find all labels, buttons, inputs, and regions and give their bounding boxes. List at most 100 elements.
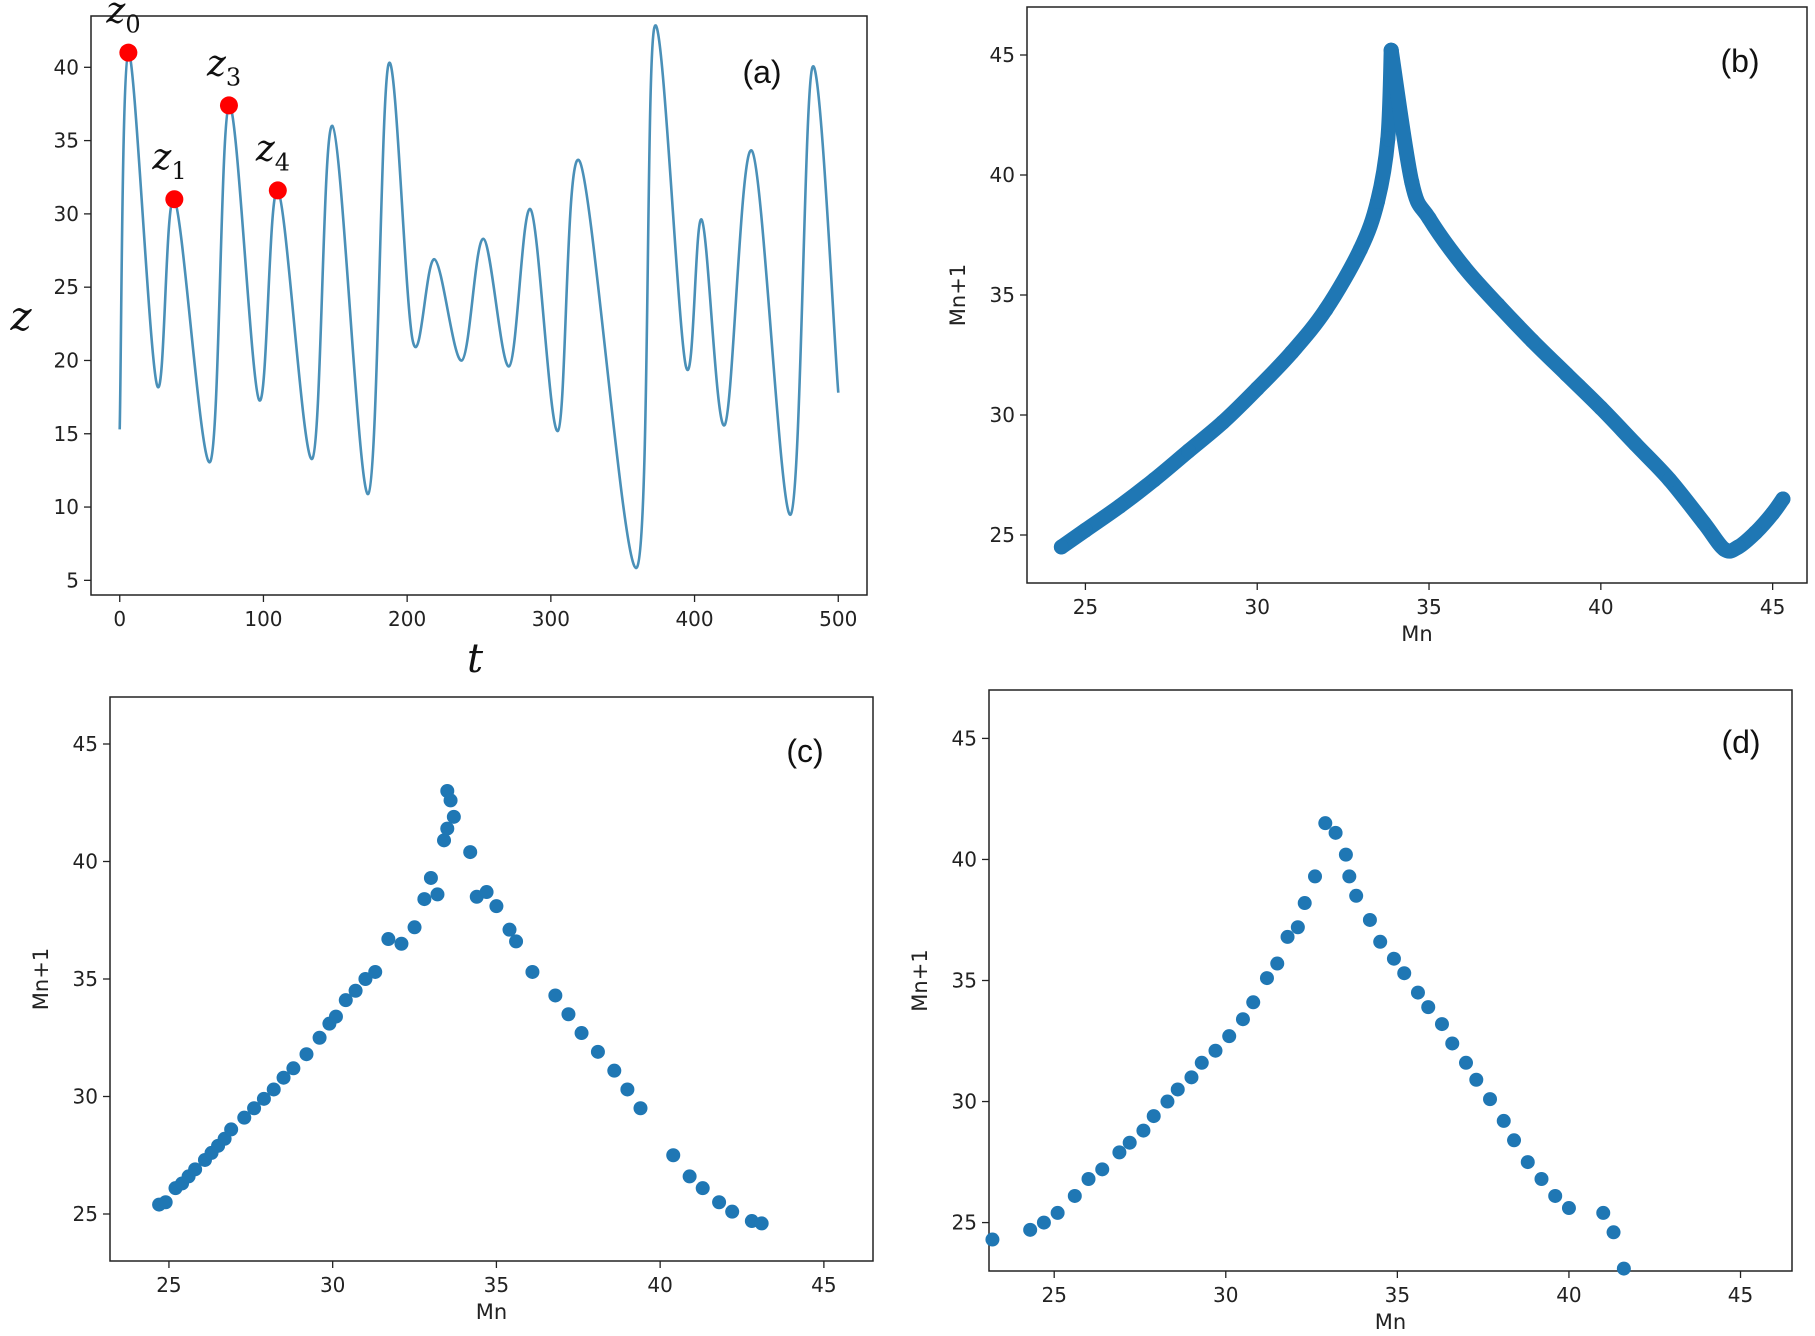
data-point — [1483, 1092, 1498, 1107]
data-point — [1235, 1012, 1250, 1027]
data-point — [682, 1169, 697, 1184]
data-point — [561, 1007, 576, 1022]
y-tick-label: 45 — [952, 726, 977, 750]
x-tick-label: 35 — [1385, 1283, 1410, 1307]
data-point — [1270, 956, 1285, 971]
panel-label: (c) — [786, 733, 823, 769]
peak-label-symbol: z — [151, 137, 172, 178]
data-point — [1524, 333, 1540, 349]
data-point — [158, 1195, 173, 1210]
y-tick-label: 15 — [54, 422, 79, 446]
y-tick-label: 30 — [73, 1085, 98, 1109]
peak-marker — [219, 96, 238, 115]
data-point — [188, 1162, 203, 1177]
data-point — [509, 934, 524, 949]
data-point — [1490, 297, 1506, 313]
panel-label: (b) — [1720, 43, 1759, 79]
data-point — [368, 964, 383, 979]
x-tick-label: 35 — [484, 1273, 509, 1297]
y-tick-label: 5 — [66, 568, 79, 592]
data-point — [1696, 515, 1712, 531]
data-point — [525, 964, 540, 979]
data-point — [266, 1082, 281, 1097]
data-point — [502, 922, 517, 937]
data-point — [1445, 1036, 1460, 1051]
y-tick-label: 45 — [73, 732, 98, 756]
data-point — [1373, 934, 1388, 949]
y-tick-label: 25 — [54, 275, 79, 299]
y-tick-label: 35 — [990, 283, 1015, 307]
y-axis-label: Mn+1 — [908, 949, 932, 1011]
data-point — [463, 845, 478, 860]
data-point — [1297, 896, 1312, 911]
data-point — [1469, 1072, 1484, 1087]
data-point — [237, 1110, 252, 1125]
data-point — [1067, 1188, 1082, 1203]
x-axis-label: Mn — [1375, 1310, 1406, 1334]
peak-label-symbol: z — [105, 0, 126, 32]
chart-panel-b: 25 30 35 40 45 25 30 35 40 45 (b) Mn Mn+1 — [946, 6, 1808, 646]
data-point — [1208, 1043, 1223, 1058]
data-point — [574, 1026, 589, 1041]
data-point — [1222, 1029, 1237, 1044]
data-point — [1308, 869, 1323, 884]
data-point — [1284, 345, 1300, 361]
data-point — [1434, 1017, 1449, 1032]
x-tick-label: 200 — [388, 607, 426, 631]
data-point — [1146, 1109, 1161, 1124]
data-point — [1184, 1070, 1199, 1085]
data-point — [607, 1063, 622, 1078]
x-tick-label: 30 — [1213, 1283, 1238, 1307]
data-point — [430, 887, 445, 902]
data-point — [276, 1070, 291, 1085]
data-point — [1290, 920, 1305, 935]
data-point — [1136, 1123, 1151, 1138]
x-tick-label: 30 — [1244, 595, 1269, 619]
data-point — [1534, 1172, 1549, 1187]
data-point — [1548, 1188, 1563, 1203]
data-point — [725, 1204, 740, 1219]
y-tick-label: 25 — [990, 523, 1015, 547]
data-point — [1775, 491, 1791, 507]
data-point — [1397, 966, 1412, 981]
peak-label-subscript: 1 — [171, 157, 186, 185]
data-point — [1717, 541, 1733, 557]
return-map-band — [1383, 42, 1791, 559]
data-point — [1280, 929, 1295, 944]
data-point — [423, 870, 438, 885]
data-point — [381, 932, 396, 947]
data-point — [1342, 869, 1357, 884]
data-point — [479, 885, 494, 900]
y-tick-label: 35 — [73, 967, 98, 991]
data-point — [247, 1101, 262, 1116]
data-point — [1095, 1162, 1110, 1177]
data-point — [712, 1195, 727, 1210]
data-point — [407, 920, 422, 935]
peak-label-symbol: z — [255, 128, 276, 169]
peak-label-subscript: 4 — [275, 148, 290, 176]
data-point — [1593, 400, 1609, 416]
y-tick-label: 40 — [952, 847, 977, 871]
x-tick-label: 400 — [675, 607, 713, 631]
plot-frame — [90, 15, 868, 596]
y-tick-label: 40 — [73, 850, 98, 874]
data-point — [286, 1061, 301, 1076]
data-point — [256, 1091, 271, 1106]
data-point — [1369, 193, 1385, 209]
plot-frame — [988, 689, 1793, 1272]
chart-panel-d: 25 30 35 40 45 25 30 35 40 45 (d) Mn Mn+1 — [908, 689, 1793, 1334]
x-tick-label: 40 — [1588, 595, 1613, 619]
peak-label: z4 — [255, 128, 290, 176]
y-tick-label: 35 — [54, 129, 79, 153]
data-point — [1730, 539, 1746, 555]
data-point — [1596, 1205, 1611, 1220]
peak-marker — [165, 190, 184, 209]
data-point — [1616, 1261, 1631, 1276]
data-point — [1507, 1133, 1522, 1148]
data-point — [299, 1047, 314, 1062]
data-point — [1215, 414, 1231, 430]
data-point — [1036, 1215, 1051, 1230]
data-point — [985, 1232, 1000, 1247]
x-tick-label: 40 — [1556, 1283, 1581, 1307]
